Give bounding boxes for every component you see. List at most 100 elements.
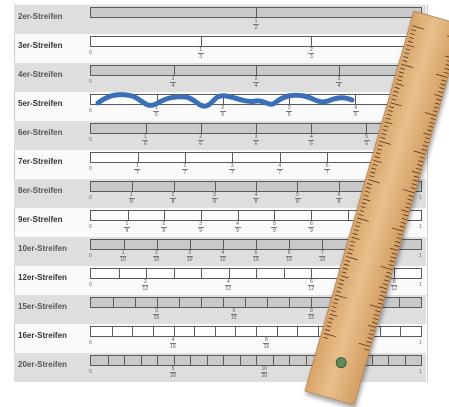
ruler-tick: [439, 87, 445, 90]
strip-row: 2er-Streifen 1 2: [14, 5, 426, 34]
ruler-tick: [379, 140, 391, 145]
ruler[interactable]: [304, 10, 449, 406]
ruler-tick: [358, 342, 371, 347]
strip-divider: [179, 298, 180, 307]
strip-divider: [311, 269, 312, 278]
fraction-denominator: 9: [162, 228, 166, 234]
ruler-tick: [380, 136, 386, 139]
ruler-tick: [341, 271, 347, 274]
strip-divider: [124, 240, 125, 249]
fraction-denominator: 8: [130, 199, 133, 205]
fraction-bar: [219, 111, 226, 112]
strip-divider: [311, 37, 312, 46]
fraction-denominator: 8: [213, 199, 216, 205]
ruler-tick: [367, 183, 373, 186]
strip-row: 7er-Streifen011727374757: [14, 150, 426, 179]
strip-row: 4er-Streifen01142434: [14, 63, 426, 92]
fraction-label: 8 16: [259, 337, 273, 350]
fraction-numerator: 1: [125, 221, 129, 227]
strip-divider: [223, 356, 224, 365]
ruler-tick: [421, 148, 427, 151]
strip-divider: [256, 124, 257, 133]
ruler-tick: [389, 260, 395, 263]
ruler-tick: [374, 314, 380, 317]
ruler-tick: [368, 333, 374, 336]
fraction-label: 1 10: [116, 250, 130, 263]
strip-divider: [201, 211, 202, 220]
fraction-bar: [336, 82, 342, 83]
strip-label: 8er-Streifen: [18, 186, 63, 195]
fraction-numerator: 5: [254, 250, 258, 256]
ruler-tick: [394, 244, 400, 247]
zero-label: 0: [89, 224, 92, 230]
fraction-denominator: 16: [170, 344, 176, 350]
strip-row: 9er-Streifen 0 1 1 9 2 9 3 9 4 9 5 9 6 9: [14, 208, 426, 237]
one-label: 1: [419, 195, 422, 201]
fraction-denominator: 8: [171, 199, 175, 205]
fraction-numerator: 2: [309, 47, 313, 53]
fraction-bar: [170, 198, 176, 199]
ruler-tick: [445, 55, 449, 59]
strip-row: 12er-Streifen 0 1 2 12 4 12 6 12 8 12: [14, 266, 426, 295]
ruler-tick: [403, 56, 409, 59]
fraction-bar: [211, 198, 218, 199]
fraction-denominator: 10: [120, 257, 126, 263]
ruler-tick: [395, 241, 401, 244]
ruler-tick: [396, 237, 402, 240]
ruler-tick: [368, 179, 380, 184]
ruler-tick: [390, 256, 396, 259]
ruler-tick: [332, 302, 338, 305]
fraction-bar: [276, 169, 283, 170]
strip-divider: [190, 356, 191, 365]
ruler-tick: [363, 194, 369, 197]
strip-divider: [132, 327, 134, 336]
fraction-numerator: 5: [325, 163, 329, 169]
fraction-label: 3 15: [149, 308, 163, 321]
ruler-tick: [413, 150, 426, 155]
fraction-numerator: 5: [296, 192, 299, 198]
one-label: 1: [419, 224, 422, 230]
strip-divider: [237, 211, 239, 220]
fraction-numerator: 1: [130, 192, 133, 198]
fraction-denominator: 5: [354, 112, 357, 118]
fraction-bar: [253, 24, 259, 25]
fraction-numerator: 1: [199, 47, 203, 53]
fraction-label: 2 12: [138, 279, 152, 292]
fraction-numerator: 1: [155, 105, 158, 111]
fraction-denominator: 9: [236, 228, 239, 234]
strip-divider: [118, 269, 120, 278]
fraction-strip-bar: [90, 326, 422, 337]
fraction-label: 4 12: [221, 279, 235, 292]
ruler-tick: [374, 156, 380, 159]
strip-divider: [289, 356, 290, 365]
fraction-denominator: 3: [309, 54, 313, 60]
fraction-bar: [186, 256, 193, 257]
ruler-tick: [329, 313, 338, 317]
ruler-tick: [326, 325, 332, 328]
strip-divider: [157, 95, 158, 104]
fraction-denominator: 10: [186, 257, 193, 263]
fraction-bar: [308, 227, 315, 228]
strip-divider: [347, 211, 349, 220]
fraction-numerator: 1: [143, 134, 147, 140]
ruler-tick: [411, 183, 417, 186]
fraction-numerator: 9: [309, 308, 313, 314]
strip-divider: [272, 356, 274, 365]
ruler-tick: [408, 36, 414, 39]
strip-divider: [235, 327, 237, 336]
ruler-tick: [410, 187, 416, 190]
ruler-tick: [408, 194, 414, 197]
ruler-tick: [418, 160, 424, 163]
fraction-denominator: 7: [278, 170, 282, 176]
ruler-tick: [391, 227, 404, 232]
strip-label: 9er-Streifen: [18, 215, 63, 224]
ruler-tick: [384, 279, 390, 282]
ruler-tick: [349, 244, 355, 247]
